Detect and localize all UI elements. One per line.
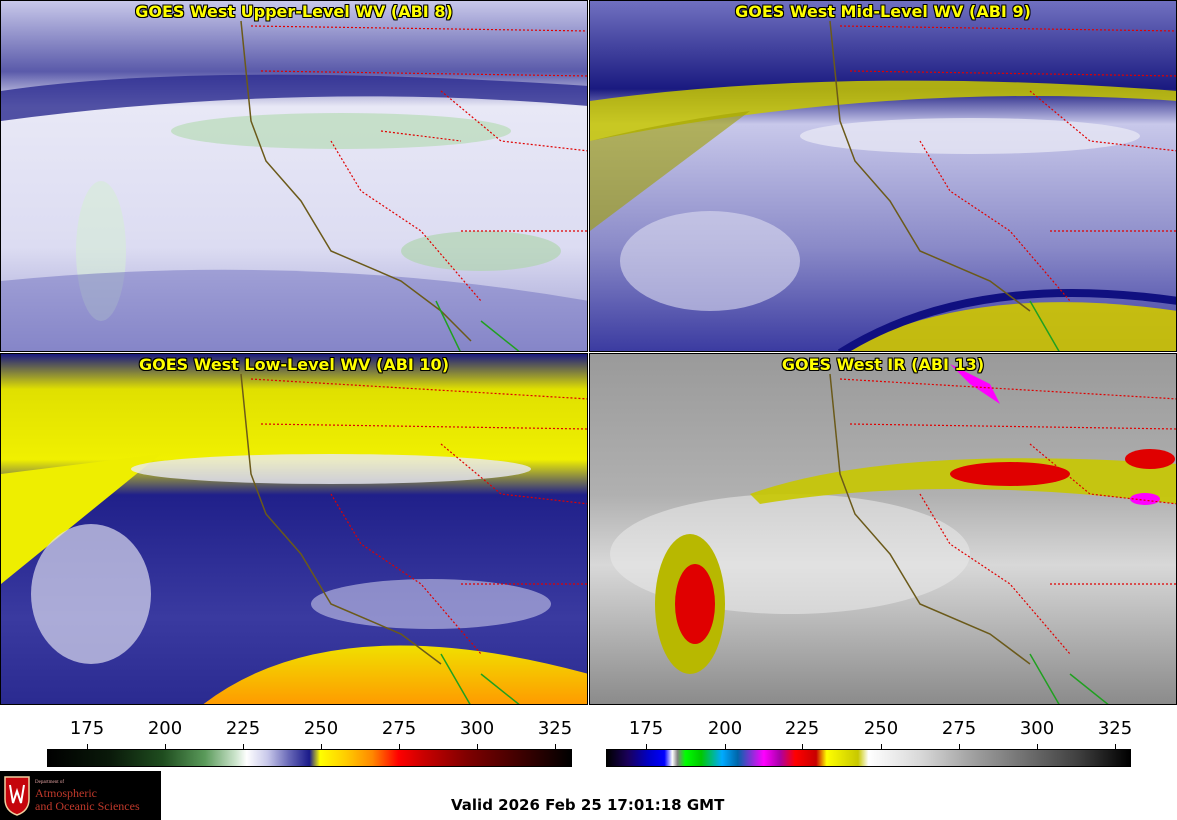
mid-level-wv-panel: GOES West Mid-Level WV (ABI 9) (589, 0, 1177, 352)
wv-tick-mark (87, 744, 88, 749)
ir-tick-label: 250 (863, 718, 899, 739)
ir-colorbar (606, 749, 1131, 767)
ir-tick-mark (1115, 744, 1116, 749)
ir-panel: GOES West IR (ABI 13) (589, 353, 1177, 705)
ir-tick-label: 200 (707, 718, 743, 739)
ir-image (590, 354, 1176, 704)
wv-tick-mark (477, 744, 478, 749)
wv-tick-label: 300 (459, 718, 495, 739)
upper-level-wv-panel: GOES West Upper-Level WV (ABI 8) (0, 0, 588, 352)
wv-tick-mark (555, 744, 556, 749)
mid-level-wv-title: GOES West Mid-Level WV (ABI 9) (735, 2, 1031, 21)
low-level-wv-image (1, 354, 587, 704)
wv-colorbar-section: 175 200 225 250 275 300 325 (0, 706, 588, 770)
ir-tick-label: 175 (628, 718, 664, 739)
logo-line-2: and Oceanic Sciences (35, 799, 140, 813)
wv-tick-mark (399, 744, 400, 749)
ir-tick-label: 225 (784, 718, 820, 739)
upper-level-wv-image (1, 1, 587, 351)
wv-tick-label: 325 (537, 718, 573, 739)
ir-tick-label: 300 (1019, 718, 1055, 739)
ir-tick-label: 325 (1097, 718, 1133, 739)
wv-tick-label: 225 (225, 718, 261, 739)
uw-crest-icon (4, 776, 30, 816)
wv-tick-label: 250 (303, 718, 339, 739)
ir-tick-label: 275 (941, 718, 977, 739)
mid-level-wv-image (590, 1, 1176, 351)
wv-tick-label: 175 (69, 718, 105, 739)
logo-line-1: Atmospheric (35, 786, 97, 800)
ir-tick-mark (1037, 744, 1038, 749)
ir-colorbar-section: 175 200 225 250 275 300 325 (589, 706, 1177, 770)
valid-time-label: Valid 2026 Feb 25 17:01:18 GMT (451, 796, 725, 814)
low-level-wv-panel: GOES West Low-Level WV (ABI 10) (0, 353, 588, 705)
wv-colorbar (47, 749, 572, 767)
wv-tick-mark (321, 744, 322, 749)
low-level-wv-title: GOES West Low-Level WV (ABI 10) (138, 355, 449, 374)
upper-level-wv-title: GOES West Upper-Level WV (ABI 8) (135, 2, 453, 21)
ir-tick-mark (802, 744, 803, 749)
ir-title: GOES West IR (ABI 13) (781, 355, 985, 374)
logo-department-text: Department of (35, 780, 65, 785)
aos-logo: Department of Atmospheric and Oceanic Sc… (0, 771, 161, 820)
ir-tick-mark (725, 744, 726, 749)
wv-tick-mark (243, 744, 244, 749)
wv-tick-mark (165, 744, 166, 749)
ir-tick-mark (646, 744, 647, 749)
wv-tick-label: 275 (381, 718, 417, 739)
ir-tick-mark (881, 744, 882, 749)
ir-tick-mark (959, 744, 960, 749)
wv-tick-label: 200 (147, 718, 183, 739)
